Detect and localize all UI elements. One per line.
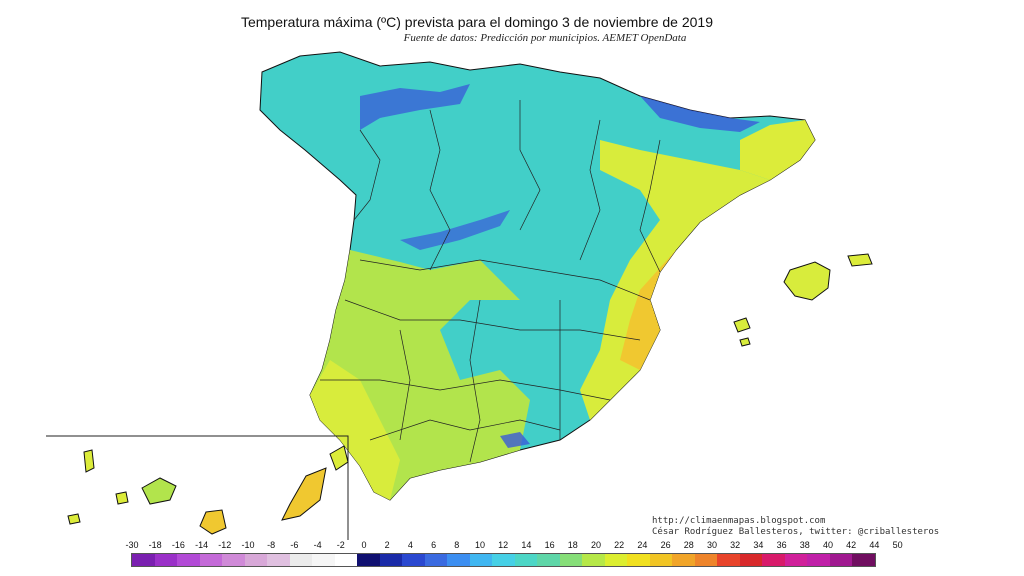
legend-swatch: [244, 554, 267, 566]
legend-swatch: [537, 554, 560, 566]
legend-swatch: [312, 554, 335, 566]
la-gomera: [115, 491, 129, 505]
legend-swatch: [514, 554, 537, 566]
legend-tick-label: 4: [407, 540, 413, 550]
south-west-hot-zone: [310, 360, 400, 500]
map-subtitle: Fuente de datos: Predicción por municipi…: [403, 32, 687, 44]
legend-tick-label: 26: [660, 540, 671, 550]
province-borders: [320, 100, 661, 463]
legend-labels: -30 -18 -16 -14 -12 -10 -8 -6 -4 -2 0 2 4 6 8 10 12 14 16 1…: [124, 540, 904, 552]
legend-swatch: [424, 554, 447, 566]
legend-swatch: [402, 554, 425, 566]
legend-tick-label: 30: [706, 540, 718, 550]
menorca: [847, 253, 873, 267]
legend-swatch: [222, 554, 245, 566]
legend-swatch: [357, 554, 380, 566]
legend-tick-label: 16: [544, 540, 555, 550]
formentera: [739, 337, 751, 347]
legend-tick-label: 44: [869, 540, 880, 550]
legend-tick-label: 22: [614, 540, 625, 550]
legend-swatch: [627, 554, 650, 566]
legend-tick-label: 2: [384, 540, 390, 550]
legend-tick-label: 18: [567, 540, 578, 550]
tenerife: [141, 477, 177, 505]
legend-swatch: [267, 554, 290, 566]
gran-canaria: [199, 509, 227, 535]
legend-swatch: [492, 554, 515, 566]
credits-url: http://climaenmapas.blogspot.com: [652, 516, 826, 526]
legend-tick-label: 38: [799, 540, 810, 550]
legend-tick-label: 12: [498, 540, 509, 550]
legend-tick-label: 50: [892, 540, 903, 550]
sierra-nevada-cold-zone: [500, 432, 530, 448]
ibiza: [733, 317, 751, 333]
legend-swatch: [739, 554, 762, 566]
legend-swatch: [379, 554, 402, 566]
legend-tick-label: -8: [267, 540, 276, 550]
legend-swatch: [154, 554, 177, 566]
canary-inset-frame: [46, 435, 349, 540]
sistema-central-cold-zone: [400, 210, 510, 250]
map-title: Temperatura máxima (ºC) prevista para el…: [240, 14, 713, 30]
fuerteventura: [281, 467, 327, 521]
legend-swatch: [717, 554, 740, 566]
la-palma: [83, 449, 95, 473]
legend-tick-label: -2: [336, 540, 345, 550]
el-hierro: [67, 513, 81, 525]
legend-swatch: [672, 554, 695, 566]
legend-swatch: [469, 554, 492, 566]
legend-swatch: [604, 554, 627, 566]
legend-tick-label: 24: [637, 540, 648, 550]
legend-swatch: [762, 554, 785, 566]
catalonia-zone: [740, 120, 815, 180]
legend-tick-label: 36: [776, 540, 787, 550]
legend-swatch: [559, 554, 582, 566]
legend-tick-label: 14: [521, 540, 532, 550]
legend-swatch: [289, 554, 312, 566]
lanzarote: [329, 445, 349, 471]
legend-swatch: [177, 554, 200, 566]
legend-tick-label: 6: [431, 540, 437, 550]
valencia-hot-zone: [620, 250, 676, 370]
legend-swatch: [199, 554, 222, 566]
legend-swatch: [852, 554, 875, 566]
legend-tick-label: -10: [241, 540, 255, 550]
legend-tick-label: -4: [313, 540, 322, 550]
legend-tick-label: -6: [290, 540, 299, 550]
legend-tick-label: 34: [753, 540, 764, 550]
mallorca: [783, 261, 831, 301]
legend-tick-label: 20: [590, 540, 602, 550]
legend-tick-label: 32: [730, 540, 741, 550]
legend-tick-label: 0: [361, 540, 367, 550]
legend-tick-label: -30: [125, 540, 139, 550]
legend-swatch: [334, 554, 357, 566]
legend-swatch: [807, 554, 830, 566]
legend-tick-label: 10: [474, 540, 486, 550]
legend-tick-label: 8: [454, 540, 460, 550]
legend-swatch: [649, 554, 672, 566]
legend-swatch: [784, 554, 807, 566]
legend-tick-label: -12: [218, 540, 232, 550]
legend-tick-label: 42: [846, 540, 857, 550]
legend-tick-label: 40: [822, 540, 834, 550]
legend-swatch: [694, 554, 717, 566]
legend-tick-label: -16: [171, 540, 185, 550]
pyrenees-cold-zone: [640, 96, 760, 132]
legend-tick-label: -18: [148, 540, 162, 550]
legend-tick-label: 28: [683, 540, 694, 550]
credits: http://climaenmapas.blogspot.com César R…: [652, 516, 939, 538]
credits-author: César Rodríguez Ballesteros, twitter: @c…: [652, 527, 940, 537]
legend-swatch: [582, 554, 605, 566]
color-legend: [131, 553, 876, 567]
legend-swatch: [132, 554, 155, 566]
legend-tick-label: -14: [195, 540, 209, 550]
cantabrian-cold-zone: [360, 84, 470, 130]
legend-swatch: [829, 554, 852, 566]
legend-swatch: [447, 554, 470, 566]
